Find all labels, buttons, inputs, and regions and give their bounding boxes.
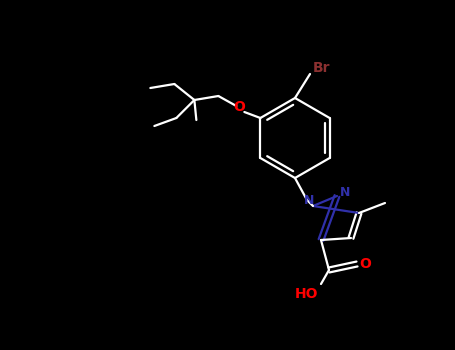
Text: N: N <box>304 194 314 206</box>
Text: O: O <box>359 257 371 271</box>
Text: N: N <box>340 186 350 198</box>
Text: O: O <box>233 100 245 114</box>
Text: Br: Br <box>312 61 330 75</box>
Text: HO: HO <box>295 287 319 301</box>
